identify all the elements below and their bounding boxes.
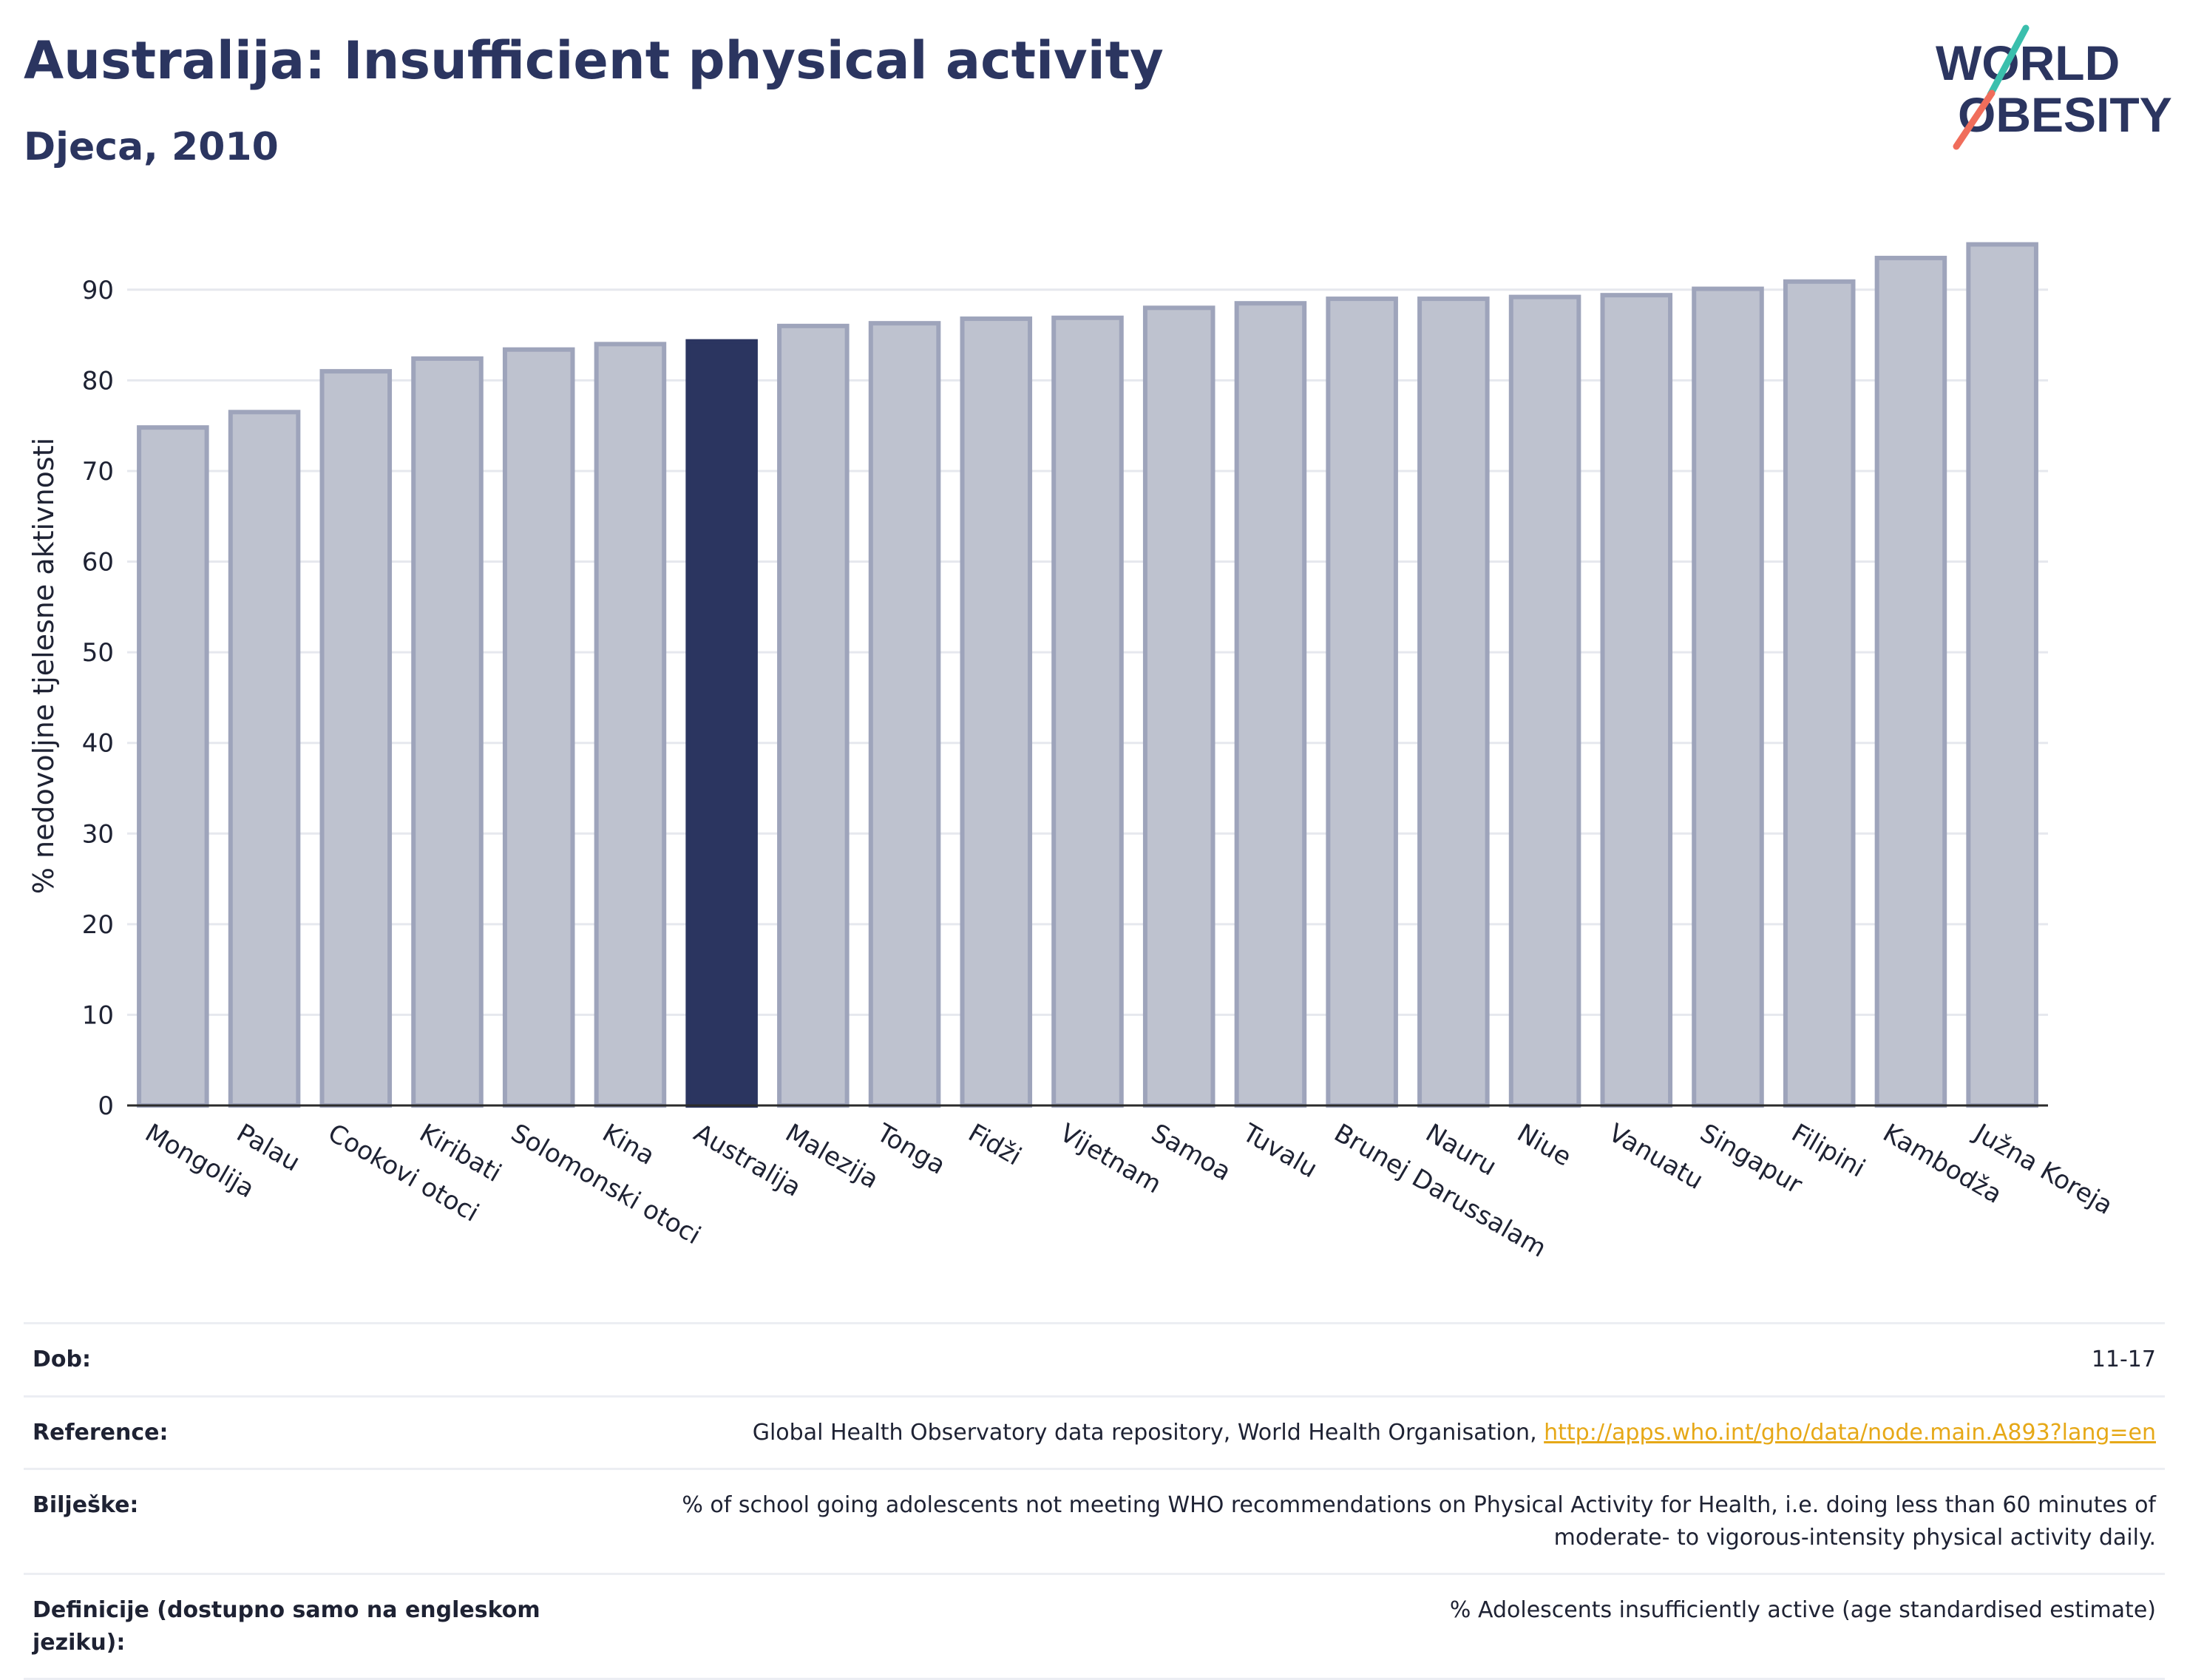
reference-text: Global Health Observatory data repositor… [752, 1419, 1545, 1446]
bar-tonga [868, 321, 941, 1108]
page-title: Australija: Insufficient physical activi… [24, 30, 1164, 91]
bar-kambod-a [1874, 255, 1947, 1108]
bar-mongolija [137, 425, 209, 1108]
y-tick-label: 90 [82, 276, 114, 305]
bar-australija [685, 339, 758, 1108]
info-row-notes: Bilješke: % of school going adolescents … [24, 1468, 2165, 1573]
x-tick-label: Kina [597, 1118, 660, 1171]
info-row-definitions: Definicije (dostupno samo na engleskom j… [24, 1573, 2165, 1680]
bar-ju-na-koreja [1966, 242, 2038, 1108]
bar-palau [228, 410, 301, 1108]
x-tick-label: Niue [1512, 1118, 1576, 1172]
bar-fid-i [960, 316, 1033, 1108]
x-tick-label: Cookovi otoci [323, 1118, 484, 1228]
notes-value: % of school going adolescents not meetin… [682, 1492, 2156, 1551]
reference-value: Global Health Observatory data repositor… [753, 1417, 2156, 1449]
bar-vijetnam [1051, 315, 1124, 1108]
reference-link[interactable]: http://apps.who.int/gho/data/node.main.A… [1544, 1419, 2156, 1446]
definitions-label: Definicije (dostupno samo na engleskom j… [33, 1597, 540, 1656]
y-tick-label: 40 [82, 729, 114, 759]
bar-kiribati [411, 356, 484, 1108]
x-tick-label: Vanuatu [1604, 1118, 1708, 1196]
y-tick-label: 70 [82, 457, 114, 487]
info-row-age: Dob: 11-17 [24, 1322, 2165, 1395]
notes-label: Bilješke: [33, 1492, 139, 1518]
x-tick-label: Tuvalu [1237, 1118, 1322, 1185]
y-tick-label: 30 [82, 819, 114, 849]
y-tick-label: 20 [82, 910, 114, 940]
logo-line-1: WORLD [1936, 35, 2120, 90]
y-axis-label: % nedovoljne tjelesne aktivnosti [27, 438, 60, 894]
age-label: Dob: [33, 1347, 91, 1372]
reference-label: Reference: [33, 1419, 169, 1446]
age-value: 11-17 [2091, 1347, 2156, 1372]
x-tick-label: Tonga [871, 1118, 950, 1181]
bar-filipini [1783, 279, 1856, 1108]
page-subtitle: Djeca, 2010 [24, 125, 279, 169]
world-obesity-logo: WORLD OBESITY [1936, 24, 2172, 150]
y-tick-label: 10 [82, 1000, 114, 1030]
bar-singapur [1692, 286, 1764, 1108]
bar-tuvalu [1234, 301, 1307, 1108]
bar-brunej-darussalam [1326, 297, 1398, 1108]
y-tick-label: 60 [82, 548, 114, 578]
bar-cookovi-otoci [319, 369, 393, 1108]
definitions-value: % Adolescents insufficiently active (age… [1449, 1597, 2156, 1623]
y-tick-label: 50 [82, 638, 114, 668]
bar-solomonski-otoci [502, 347, 575, 1108]
y-tick-label: 80 [82, 366, 114, 396]
info-table: Dob: 11-17 Reference: Global Health Obse… [24, 1322, 2165, 1680]
y-tick-label: 0 [98, 1091, 114, 1121]
bar-nauru [1417, 297, 1490, 1108]
logo-slash-teal [1987, 24, 2030, 98]
bar-vanuatu [1600, 293, 1673, 1108]
bar-malezija [777, 323, 850, 1108]
x-tick-label: Singapur [1695, 1118, 1808, 1200]
bar-kina [594, 342, 667, 1108]
bar-niue [1508, 294, 1581, 1108]
info-row-reference: Reference: Global Health Observatory dat… [24, 1395, 2165, 1469]
logo-slash-coral [1953, 89, 1996, 150]
bar-samoa [1142, 305, 1215, 1108]
x-tick-label: Fidži [963, 1118, 1026, 1171]
x-tick-label: Vijetnam [1055, 1118, 1167, 1199]
